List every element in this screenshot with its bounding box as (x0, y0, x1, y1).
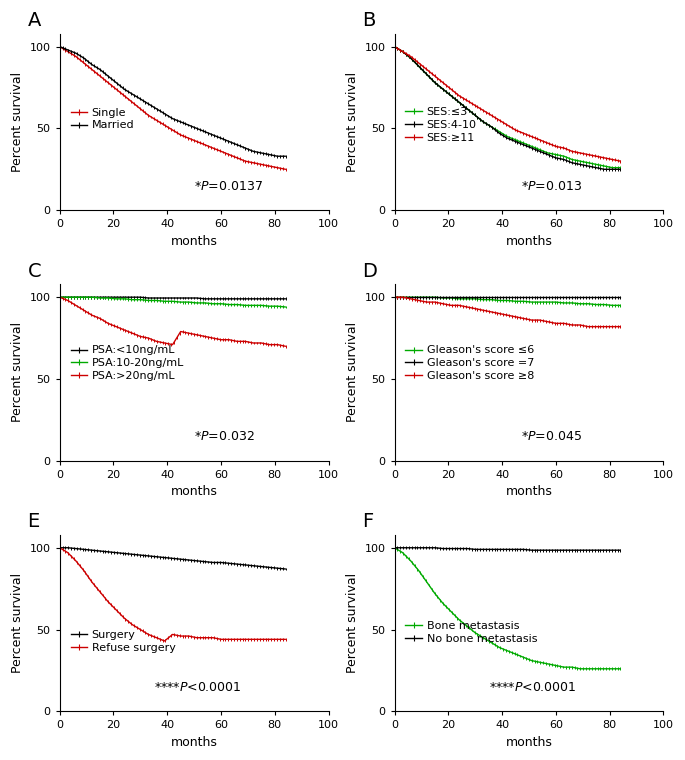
X-axis label: months: months (506, 486, 552, 499)
Legend: Single, Married: Single, Married (71, 108, 134, 131)
Legend: Bone metastasis, No bone metastasis: Bone metastasis, No bone metastasis (406, 621, 537, 644)
Text: *$\it{P}$=0.0137: *$\it{P}$=0.0137 (194, 179, 263, 192)
Y-axis label: Percent survival: Percent survival (346, 71, 359, 172)
X-axis label: months: months (506, 235, 552, 248)
Text: ****$\it{P}$<0.0001: ****$\it{P}$<0.0001 (154, 681, 241, 694)
Y-axis label: Percent survival: Percent survival (346, 322, 359, 423)
Legend: PSA:<10ng/mL, PSA:10-20ng/mL, PSA:>20ng/mL: PSA:<10ng/mL, PSA:10-20ng/mL, PSA:>20ng/… (71, 346, 184, 381)
Text: *$\it{P}$=0.013: *$\it{P}$=0.013 (521, 179, 582, 192)
Text: *$\it{P}$=0.032: *$\it{P}$=0.032 (194, 430, 255, 443)
Legend: SES:≤3, SES:4-10, SES:≥11: SES:≤3, SES:4-10, SES:≥11 (406, 107, 477, 143)
Y-axis label: Percent survival: Percent survival (11, 322, 24, 423)
X-axis label: months: months (171, 235, 218, 248)
Text: B: B (362, 11, 375, 30)
Text: A: A (27, 11, 41, 30)
Y-axis label: Percent survival: Percent survival (11, 573, 24, 673)
Text: E: E (27, 512, 40, 531)
Y-axis label: Percent survival: Percent survival (346, 573, 359, 673)
Text: F: F (362, 512, 373, 531)
Text: C: C (27, 261, 41, 280)
Y-axis label: Percent survival: Percent survival (11, 71, 24, 172)
Text: ****$\it{P}$<0.0001: ****$\it{P}$<0.0001 (488, 681, 576, 694)
Text: D: D (362, 261, 377, 280)
Legend: Gleason's score ≤6, Gleason's score =7, Gleason's score ≥8: Gleason's score ≤6, Gleason's score =7, … (406, 346, 534, 381)
X-axis label: months: months (506, 736, 552, 749)
Legend: Surgery, Refuse surgery: Surgery, Refuse surgery (71, 630, 175, 653)
X-axis label: months: months (171, 736, 218, 749)
Text: *$\it{P}$=0.045: *$\it{P}$=0.045 (521, 430, 582, 443)
X-axis label: months: months (171, 486, 218, 499)
